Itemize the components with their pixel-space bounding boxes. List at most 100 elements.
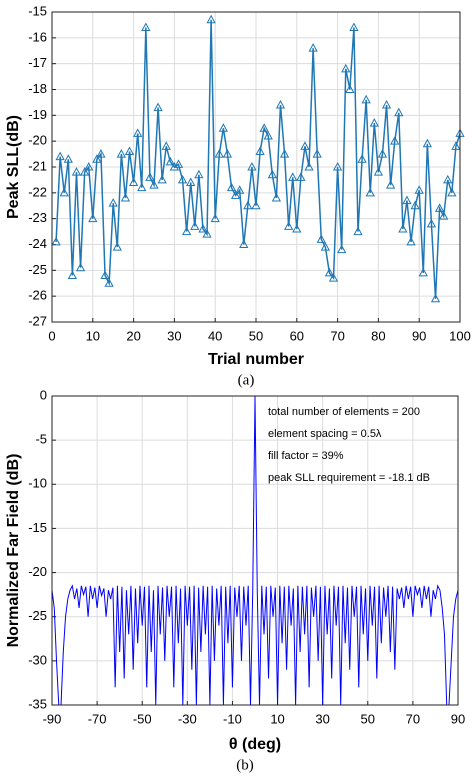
marker bbox=[414, 185, 424, 194]
y-tick-label: -25 bbox=[28, 608, 47, 623]
marker bbox=[75, 262, 86, 272]
marker bbox=[141, 22, 151, 31]
marker bbox=[320, 242, 331, 251]
marker bbox=[63, 154, 73, 163]
y-axis-label: Peak SLL(dB) bbox=[5, 115, 22, 219]
marker bbox=[332, 161, 343, 171]
marker bbox=[198, 223, 208, 233]
marker bbox=[439, 211, 449, 220]
marker bbox=[210, 213, 220, 223]
marker bbox=[328, 273, 339, 282]
marker bbox=[324, 267, 335, 277]
marker bbox=[104, 278, 114, 287]
annotation: fill factor = 39% bbox=[268, 450, 344, 462]
x-tick-label: 70 bbox=[330, 328, 344, 343]
marker bbox=[133, 128, 143, 137]
marker bbox=[271, 192, 282, 202]
marker bbox=[108, 198, 118, 207]
marker bbox=[377, 149, 388, 158]
y-axis-label: Normalized Far Field (dB) bbox=[5, 454, 22, 648]
marker bbox=[120, 192, 131, 202]
marker bbox=[418, 267, 428, 277]
x-axis-label: Trial number bbox=[208, 351, 304, 368]
marker bbox=[214, 149, 224, 158]
marker bbox=[443, 174, 453, 184]
marker bbox=[279, 149, 290, 158]
x-tick-label: 70 bbox=[406, 711, 420, 726]
x-tick-label: 30 bbox=[167, 328, 181, 343]
x-tick-label: -70 bbox=[88, 711, 107, 726]
marker bbox=[55, 151, 65, 161]
marker bbox=[190, 221, 200, 230]
y-tick-label: -21 bbox=[28, 158, 47, 173]
marker bbox=[218, 123, 229, 132]
y-tick-label: -17 bbox=[28, 55, 47, 70]
marker bbox=[222, 149, 233, 158]
marker bbox=[304, 161, 314, 171]
x-tick-label: 20 bbox=[126, 328, 140, 343]
x-tick-label: 50 bbox=[249, 328, 263, 343]
marker bbox=[247, 161, 257, 171]
x-tick-label: 60 bbox=[290, 328, 304, 343]
x-tick-label: 50 bbox=[361, 711, 375, 726]
y-tick-label: -23 bbox=[28, 210, 47, 225]
marker bbox=[447, 187, 457, 197]
y-tick-label: -15 bbox=[28, 520, 47, 535]
x-tick-label: 10 bbox=[86, 328, 100, 343]
x-axis-label: θ (deg) bbox=[229, 736, 281, 753]
marker bbox=[206, 14, 216, 24]
caption: (a) bbox=[238, 372, 255, 388]
marker bbox=[100, 270, 110, 279]
y-tick-label: -30 bbox=[28, 652, 47, 667]
axes-frame bbox=[51, 11, 461, 323]
marker bbox=[169, 161, 180, 171]
marker bbox=[369, 118, 379, 127]
caption: (b) bbox=[236, 757, 254, 773]
y-tick-label: -20 bbox=[28, 564, 47, 579]
marker bbox=[373, 167, 384, 176]
marker bbox=[426, 218, 437, 228]
x-tick-label: 100 bbox=[449, 328, 471, 343]
marker bbox=[79, 167, 90, 176]
y-tick-label: -24 bbox=[28, 236, 47, 251]
marker bbox=[337, 244, 347, 254]
y-tick-label: -20 bbox=[28, 133, 47, 148]
marker bbox=[51, 236, 61, 246]
marker bbox=[112, 242, 122, 251]
y-tick-label: -25 bbox=[28, 262, 47, 277]
marker bbox=[345, 84, 355, 93]
marker bbox=[235, 185, 245, 194]
annotation: peak SLL requirement = -18.1 dB bbox=[268, 472, 430, 484]
x-tick-label: 80 bbox=[371, 328, 385, 343]
x-tick-label: 90 bbox=[412, 328, 426, 343]
marker bbox=[275, 99, 286, 109]
x-tick-label: -30 bbox=[178, 711, 197, 726]
marker bbox=[71, 167, 82, 176]
marker bbox=[165, 156, 175, 166]
marker bbox=[353, 226, 363, 236]
marker bbox=[239, 239, 249, 248]
x-tick-label: -50 bbox=[133, 711, 152, 726]
marker bbox=[92, 154, 102, 163]
y-tick-label: -27 bbox=[28, 313, 47, 328]
y-tick-label: -18 bbox=[28, 81, 47, 96]
marker bbox=[316, 234, 326, 243]
marker bbox=[88, 213, 98, 223]
marker bbox=[96, 149, 106, 158]
y-tick-label: -5 bbox=[35, 432, 47, 447]
marker bbox=[267, 169, 277, 179]
marker bbox=[434, 203, 445, 212]
y-tick-label: -22 bbox=[28, 184, 47, 199]
marker bbox=[137, 182, 147, 192]
marker bbox=[251, 200, 261, 210]
marker bbox=[59, 187, 69, 197]
marker bbox=[283, 221, 294, 230]
marker bbox=[365, 187, 375, 197]
y-tick-label: -15 bbox=[28, 3, 47, 18]
marker bbox=[394, 107, 404, 117]
data-line bbox=[55, 19, 461, 299]
marker bbox=[149, 180, 159, 189]
x-tick-label: -10 bbox=[223, 711, 242, 726]
marker bbox=[153, 102, 163, 112]
marker bbox=[145, 172, 155, 181]
